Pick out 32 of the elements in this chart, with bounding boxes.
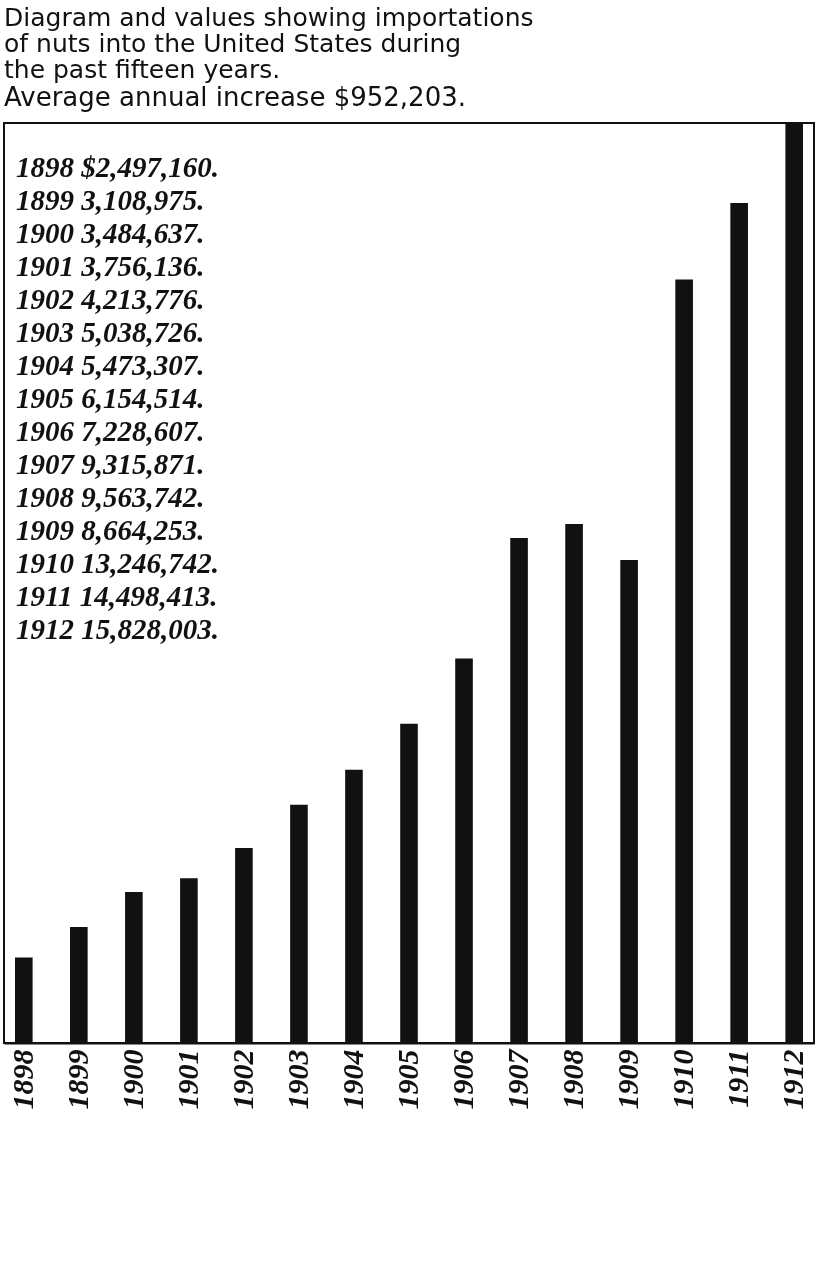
chart-title: Diagram and values showing importations of nuts into the United States during the past fifteen years. [4,3,534,84]
x-tick-label: 1898 [5,1049,39,1110]
x-tick-label: 1909 [611,1049,645,1110]
annotation: 1905 6,154,514. [16,382,205,414]
x-tick-label: 1902 [225,1049,259,1110]
x-tick-label: 1907 [501,1048,535,1110]
chart-subtitle: Average annual increase $952,203. [4,82,466,112]
annotation: 1908 9,563,742. [16,481,205,513]
x-tick-label: 1901 [170,1049,204,1110]
x-tick-label: 1906 [446,1049,480,1110]
annotation: 1911 14,498,413. [16,580,218,612]
annotation: 1910 13,246,742. [16,547,219,579]
annotation: 1898 $2,497,160. [16,151,219,183]
annotation: 1904 5,473,307. [16,349,205,381]
x-tick-label: 1908 [556,1049,590,1110]
x-tick-label: 1905 [391,1049,424,1110]
annotation: 1900 3,484,637. [16,217,205,249]
x-tick-label: 1899 [60,1049,94,1110]
annotation: 1909 8,664,253. [16,514,205,546]
x-tick-label: 1903 [280,1049,314,1110]
x-tick-label: 1904 [335,1049,369,1110]
annotation: 1901 3,756,136. [16,250,205,282]
annotation: 1903 5,038,726. [16,316,205,348]
annotation: 1912 15,828,003. [16,613,219,645]
x-tick-label: 1911 [721,1049,755,1108]
annotation: 1899 3,108,975. [16,184,205,216]
annotation: 1907 9,315,871. [16,448,205,480]
x-tick-label: 1910 [666,1049,700,1110]
x-tick-label: 1900 [115,1049,149,1110]
annotation: 1906 7,228,607. [16,415,205,447]
annotation: 1902 4,213,776. [16,283,205,315]
x-tick-label: 1912 [776,1049,810,1110]
